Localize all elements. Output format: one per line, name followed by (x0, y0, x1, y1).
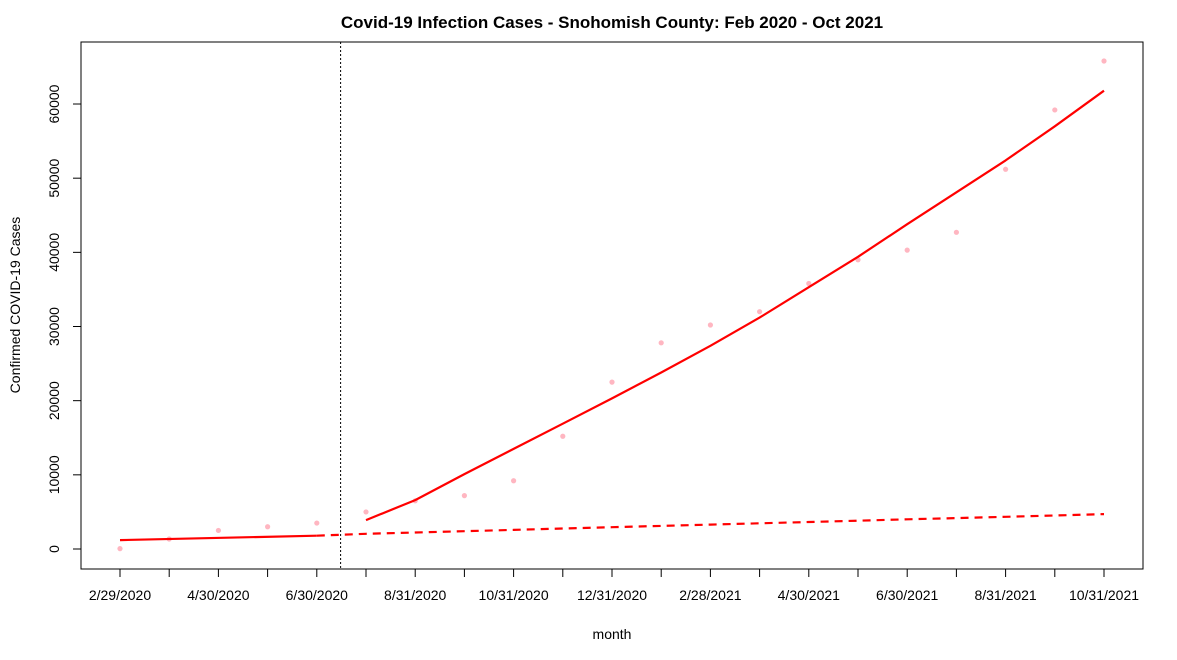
fit-pre-line (119, 534, 317, 542)
data-point (1101, 58, 1107, 64)
y-tick-label: 30000 (46, 307, 62, 346)
x-tick-label: 2/28/2021 (679, 587, 741, 603)
x-tick-label: 4/30/2020 (187, 587, 249, 603)
x-tick-label: 4/30/2021 (778, 587, 840, 603)
fit-post-line (365, 89, 1105, 522)
data-point (806, 280, 812, 287)
data-point (510, 478, 517, 484)
x-tick-label: 12/31/2020 (577, 587, 647, 603)
data-point (707, 322, 714, 328)
x-tick-label: 8/31/2021 (974, 587, 1036, 603)
x-axis: 2/29/2020 4/30/2020 6/30/2020 8/31/2020 10/3… (89, 568, 1139, 603)
x-tick-label: 10/31/2020 (479, 587, 549, 603)
fit-lines (119, 89, 1105, 542)
x-tick-label: 6/30/2021 (876, 587, 938, 603)
y-tick-label: 20000 (46, 381, 62, 420)
data-point (757, 309, 763, 315)
counterfactual-line (316, 513, 1105, 537)
data-point (117, 546, 123, 552)
data-point (609, 379, 615, 385)
y-tick-label: 50000 (46, 159, 62, 198)
data-point (1052, 107, 1058, 113)
x-axis-label: month (593, 626, 632, 642)
chart-title: Covid-19 Infection Cases - Snohomish Cou… (341, 13, 883, 32)
data-point (363, 509, 369, 515)
data-point (953, 229, 960, 235)
y-axis: 0 10000 20000 30000 40000 50000 60000 (46, 84, 82, 553)
x-tick-label: 8/31/2020 (384, 587, 446, 603)
y-tick-label: 0 (46, 545, 62, 553)
data-point (215, 527, 221, 534)
x-tick-label: 2/29/2020 (89, 587, 151, 603)
data-point (265, 524, 271, 530)
y-tick-label: 10000 (46, 455, 62, 494)
data-point (461, 493, 467, 499)
x-tick-label: 6/30/2020 (286, 587, 348, 603)
data-point (314, 520, 320, 526)
data-point (1003, 166, 1009, 172)
data-point (560, 433, 566, 439)
data-point (904, 247, 910, 253)
x-tick-label: 10/31/2021 (1069, 587, 1139, 603)
y-tick-label: 60000 (46, 84, 62, 123)
y-axis-label: Confirmed COVID-19 Cases (7, 217, 23, 394)
y-tick-label: 40000 (46, 233, 62, 272)
data-point (658, 340, 664, 346)
